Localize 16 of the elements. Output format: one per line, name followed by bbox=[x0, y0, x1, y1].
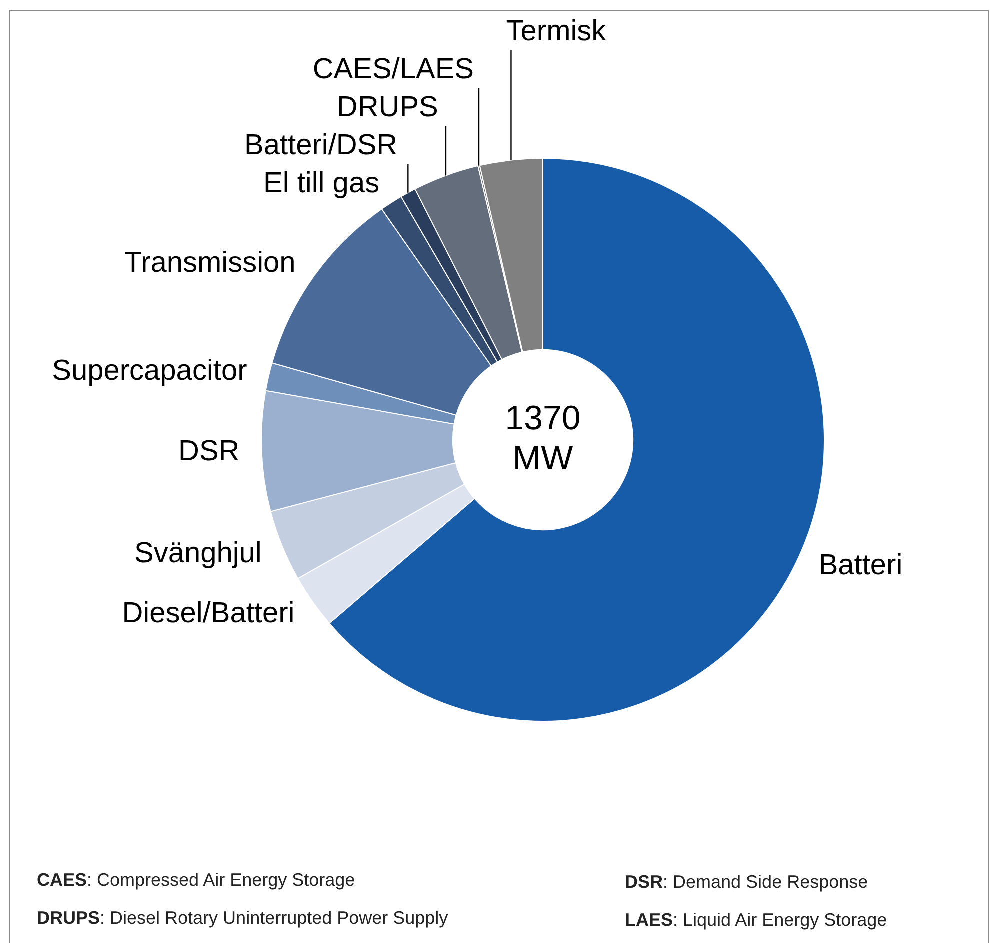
slice-label: Termisk bbox=[506, 15, 607, 48]
text: DSR: Demand Side Response bbox=[625, 872, 868, 893]
text: LAES: Liquid Air Energy Storage bbox=[625, 910, 888, 931]
text: DRUPS: Diesel Rotary Uninterrupted Power Supply bbox=[37, 908, 448, 929]
text: CAES: Compressed Air Energy Storage bbox=[37, 870, 356, 891]
slice-label: Supercapacitor bbox=[52, 354, 248, 387]
slice-label: CAES/LAES bbox=[312, 53, 474, 86]
slice-label: Diesel/Batteri bbox=[122, 598, 295, 630]
slice-label: El till gas bbox=[264, 167, 380, 200]
slice-label: Batteri/DSR bbox=[244, 129, 398, 162]
slice-label: DSR bbox=[178, 435, 240, 468]
text: 1370 MW bbox=[505, 399, 581, 478]
slice-label: Svänghjul bbox=[134, 537, 262, 570]
slice-label: Transmission bbox=[124, 246, 296, 279]
slice-label: DRUPS bbox=[336, 91, 438, 124]
slice-label: Batteri bbox=[818, 550, 903, 582]
